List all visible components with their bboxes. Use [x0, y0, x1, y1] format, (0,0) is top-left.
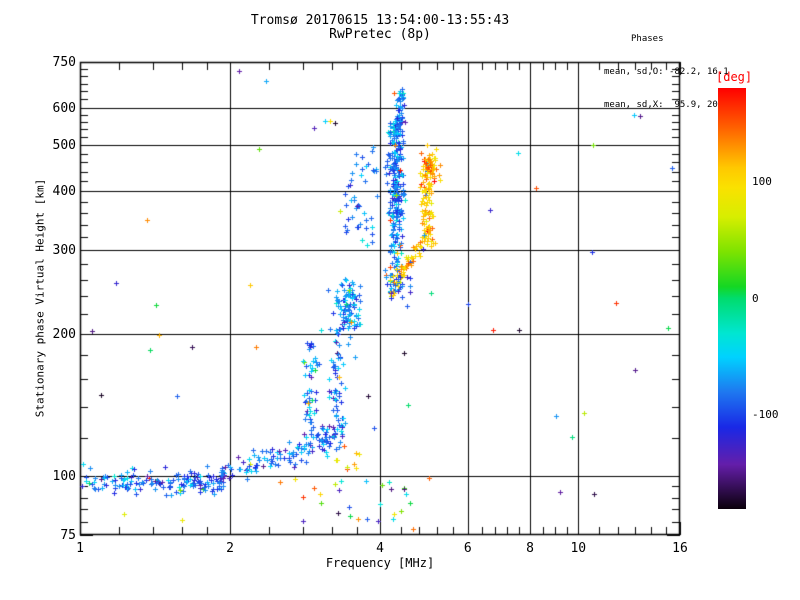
phase-stats-title: Phases [631, 34, 664, 44]
x-tick-label: 6 [463, 541, 472, 556]
x-axis-label: Frequency [MHz] [325, 556, 435, 570]
phase-stats-block: Phases mean, sd,O: -82.2, 16.1 mean, sd,… [604, 12, 729, 133]
x-tick-label: 10 [570, 541, 587, 556]
x-tick-label: 2 [226, 541, 234, 556]
x-tick-label: 8 [526, 541, 534, 556]
y-tick-label: 400 [52, 184, 76, 200]
x-tick-label: 4 [376, 541, 384, 556]
y-tick-label: 100 [52, 468, 76, 484]
y-tick-label: 300 [52, 243, 76, 259]
colorbar-unit-label: [deg] [716, 70, 753, 84]
y-axis-label: Stationary phase Virtual Height [km] [33, 178, 47, 418]
y-tick-label: 200 [52, 326, 76, 342]
x-tick-label: 16 [672, 541, 688, 556]
x-tick-label: 1 [76, 541, 84, 556]
phase-stats-x-mode: mean, sd,X: 95.9, 20.5 [604, 100, 729, 110]
y-tick-label: 75 [60, 528, 76, 543]
plot-subtitle: RwPretec (8p) [329, 27, 431, 42]
colorbar-tick-label: 100 [752, 174, 772, 188]
y-tick-label: 750 [52, 55, 76, 70]
y-tick-label: 600 [52, 100, 76, 116]
y-tick-label: 500 [52, 138, 76, 154]
colorbar-tick-label: 0 [752, 291, 759, 305]
plot-title: Tromsø 20170615 13:54:00-13:55:43 [250, 13, 510, 28]
colorbar [718, 88, 746, 509]
phase-stats-o-mode: mean, sd,O: -82.2, 16.1 [604, 67, 729, 77]
colorbar-tick-label: -100 [752, 408, 779, 422]
